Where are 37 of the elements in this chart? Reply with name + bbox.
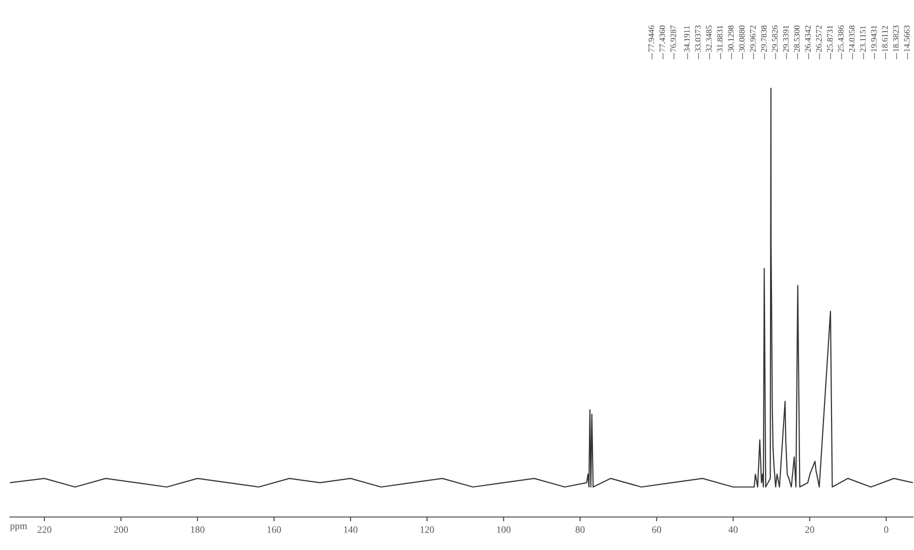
text: 30.1298: [728, 25, 734, 52]
x-tick-label: 80: [576, 526, 585, 533]
x-tick-label: 180: [191, 526, 204, 533]
text: 25.4386: [838, 25, 844, 52]
x-tick-label: 60: [652, 526, 662, 533]
text: 18.3823: [893, 25, 899, 52]
text: 23.1151: [860, 26, 866, 52]
x-tick-label: 0: [884, 526, 888, 533]
text: 14.5663: [904, 25, 910, 52]
text: 34.1911: [684, 26, 690, 52]
text: 29.5826: [772, 25, 778, 52]
text: 19.9431: [871, 26, 877, 52]
text: 32.3485: [706, 25, 712, 52]
text: 31.8831: [717, 26, 723, 52]
text: 29.9672: [750, 26, 756, 52]
x-tick-label: 220: [38, 526, 52, 533]
x-tick-label: 200: [114, 526, 128, 533]
text: 33.0373: [695, 25, 701, 52]
x-axis-title: ppm: [10, 524, 28, 532]
text: 29.3391: [783, 26, 789, 52]
x-tick-label: 40: [728, 526, 738, 533]
text: 26.2572: [816, 26, 822, 52]
text: 25.8731: [827, 26, 833, 52]
text: 28.5300: [794, 25, 800, 52]
text: 24.0358: [849, 25, 855, 52]
text: 76.9287: [670, 25, 676, 52]
text: 29.7838: [761, 25, 767, 52]
text: 77.9446: [648, 25, 654, 52]
x-tick-label: 160: [268, 526, 281, 533]
text: 18.6112: [882, 26, 888, 52]
x-tick-label: 140: [344, 526, 358, 533]
x-tick-label: 20: [805, 526, 814, 533]
x-tick-label: 100: [497, 526, 511, 533]
x-tick-label: 120: [420, 526, 434, 533]
text: 77.4360: [659, 25, 666, 52]
text: 26.4342: [805, 26, 811, 52]
text: 30.0880: [739, 25, 745, 52]
